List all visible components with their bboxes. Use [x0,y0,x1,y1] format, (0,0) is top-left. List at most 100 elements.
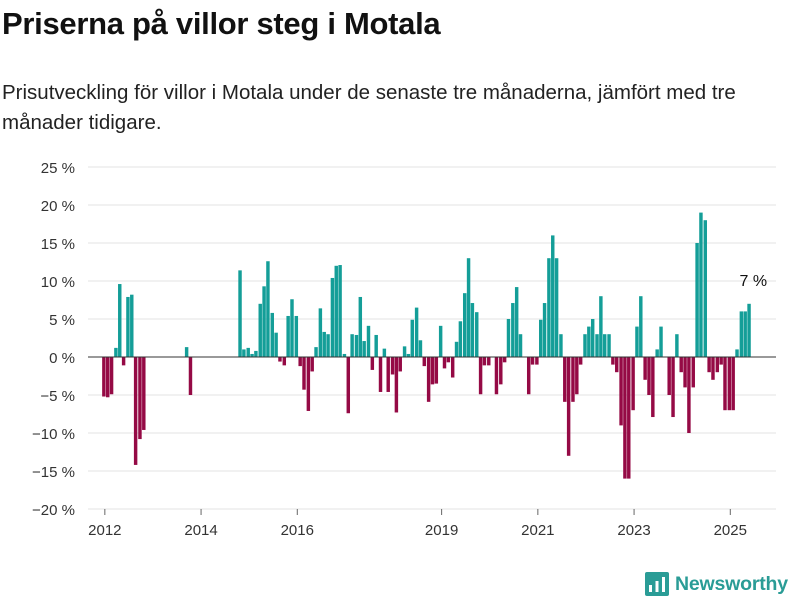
bar [731,357,735,411]
bar [602,334,607,357]
chart-subtitle: Prisutveckling för villor i Motala under… [2,81,736,134]
chart-title: Priserna på villor steg i Motala [2,6,441,41]
bars [102,212,751,479]
y-tick-label: −20 % [32,502,75,519]
bar [735,349,739,357]
bar [238,270,242,357]
bar [302,357,306,390]
bar [362,341,366,357]
bar [563,357,567,402]
bar [366,325,371,357]
bar [386,357,390,392]
x-tick-label: 2014 [184,522,217,539]
bar [599,296,603,357]
bar [402,346,407,357]
bar [326,334,330,357]
bar [470,303,475,357]
bar [639,296,643,357]
y-tick-label: −5 % [40,388,75,405]
bar [711,357,715,380]
bar [418,340,423,357]
bar [743,311,747,357]
newsworthy-logo[interactable]: Newsworthy [645,570,788,598]
bar [514,287,519,357]
bar [370,357,375,370]
bar [354,334,359,357]
bar [462,293,467,357]
y-axis-tick-labels: 25 % 20 % 15 % 10 % 5 % 0 % −5 % −10 % −15 % −20 … [32,160,75,519]
bar [719,357,723,365]
bar [607,334,611,357]
bar [587,326,591,357]
bar [458,321,463,357]
y-tick-label: 25 % [41,160,75,177]
bar [643,357,647,380]
bar [559,334,563,357]
bar [667,357,671,395]
bar [114,347,118,357]
bar [410,319,414,357]
bar [454,341,459,357]
bar [350,334,354,357]
bar [566,357,571,456]
bar [723,357,727,411]
bar [290,299,294,357]
bar [551,235,555,357]
bar [655,349,659,357]
bar [414,307,419,357]
bar [619,357,623,426]
bar [322,331,326,357]
bar [511,303,515,357]
bar [254,350,258,357]
bar [747,303,751,357]
bar [627,357,631,479]
bar [611,357,615,365]
bar [426,357,431,402]
last-value-annotation: 7 % [740,273,768,290]
bar [142,357,146,430]
bar [683,357,687,388]
bar [398,357,402,372]
bar [394,357,399,413]
bar [554,258,559,357]
y-tick-label: −15 % [32,464,75,481]
bar [334,265,338,357]
y-tick-label: 15 % [41,236,75,253]
bar [487,357,491,366]
bar [691,357,695,388]
bar [250,353,254,357]
bar [346,357,351,414]
bar [703,220,707,357]
bar [282,357,287,366]
bar [338,265,342,357]
y-tick-label: 20 % [41,198,75,215]
bar [687,357,691,433]
y-tick-label: 5 % [49,312,75,329]
bar [118,284,122,357]
bar [294,315,299,357]
bar [739,311,744,357]
bar [306,357,311,411]
bar [270,312,274,357]
x-tick-label: 2023 [617,522,650,539]
annotations: 7 % [740,273,768,290]
x-tick-label: 2012 [88,522,121,539]
bar [442,357,447,369]
bar [121,357,126,366]
bar [695,243,699,357]
bar [358,296,363,357]
bar [715,357,720,373]
bar [390,357,395,375]
bar [446,357,451,363]
bar [314,347,318,357]
bar [242,349,246,357]
bar [342,353,347,357]
bar [406,353,411,357]
x-tick-label: 2025 [714,522,747,539]
bar [475,312,479,357]
bar [671,357,675,418]
bar [286,315,290,357]
bar [635,326,639,357]
y-tick-label: 0 % [49,350,75,367]
